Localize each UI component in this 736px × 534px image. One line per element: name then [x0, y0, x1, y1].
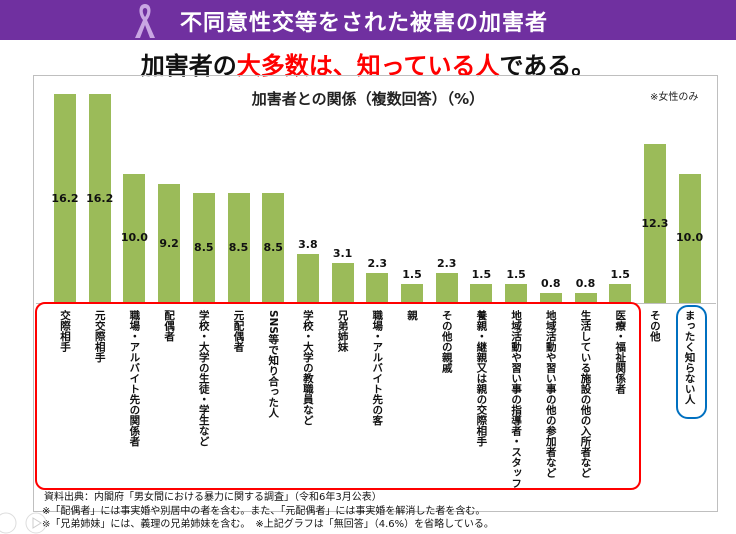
value-label: 1.5	[402, 267, 422, 281]
value-label: 1.5	[610, 267, 630, 281]
category-label: 医療・福祉関係者	[614, 310, 627, 394]
value-label: 10.0	[120, 231, 148, 245]
category-label: SNS等で知り合った人	[267, 310, 280, 418]
bar	[539, 292, 562, 303]
category-label: 地域活動や習い事の他の参加者など	[544, 310, 557, 478]
category-label: 地域活動や習い事の指導者・スタッフ	[510, 310, 523, 489]
category-label: その他の親戚	[440, 310, 453, 373]
chart-note: ※女性のみ	[650, 92, 699, 103]
bar	[88, 94, 111, 303]
bar	[643, 144, 666, 303]
footnote-1: ※「配偶者」には事実婚や別居中の者を含む。また、「元配偶者」には事実婚を解消した…	[42, 505, 486, 517]
strangers-highlight-box	[676, 305, 707, 419]
bar	[54, 94, 76, 303]
source-text: 資料出典：内閣府「男女間における暴力に関する調査」（令和6年3月公表）	[44, 492, 382, 503]
value-label: 8.5	[194, 241, 214, 255]
bar	[331, 263, 354, 303]
category-label: 生活している施設の他の入所者など	[579, 310, 592, 478]
bar	[609, 283, 632, 303]
bar	[262, 193, 285, 303]
bar	[296, 253, 319, 303]
bar	[366, 273, 389, 303]
bar	[470, 283, 493, 303]
bar	[574, 292, 597, 303]
category-label: 親	[406, 310, 418, 321]
bar	[192, 193, 215, 303]
value-label: 10.0	[676, 231, 704, 245]
category-label: 元配偶者	[232, 310, 245, 352]
bar	[678, 173, 701, 303]
value-label: 1.5	[506, 267, 526, 281]
play-icon[interactable]	[0, 512, 52, 534]
category-label: 兄弟姉妹	[336, 310, 349, 352]
bar	[227, 193, 250, 303]
value-label: 16.2	[51, 191, 79, 205]
category-label: 配偶者	[163, 310, 176, 342]
known-persons-highlight-box	[35, 302, 641, 490]
category-label: 職場・アルバイト先の客	[371, 310, 384, 426]
category-label: その他	[648, 310, 661, 342]
footer-notes: 資料出典：内閣府「男女間における暴力に関する調査」（令和6年3月公表） ※「配偶…	[42, 491, 494, 532]
footnote-2: ※「兄弟姉妹」には、義理の兄弟姉妹を含む。 ※上記グラフは「無回答」（4.6%）…	[42, 519, 494, 530]
category-label: 養親・継親又は親の交際相手	[475, 310, 488, 447]
value-label: 12.3	[641, 216, 669, 230]
category-label: 交際相手	[59, 310, 71, 352]
page-title: 不同意性交等をされた被害の加害者	[180, 11, 549, 36]
chart-title: 加害者との関係（複数回答）（%）	[251, 90, 485, 108]
value-label: 3.8	[298, 237, 318, 251]
chart-frame	[33, 75, 718, 512]
purple-ribbon-icon	[135, 4, 155, 38]
value-label: 2.3	[436, 257, 457, 271]
value-label: 16.2	[86, 191, 114, 205]
category-label: 職場・アルバイト先の関係者	[128, 310, 141, 447]
bar	[158, 184, 181, 303]
category-label: 学校・大学の生徒・学生など	[197, 310, 210, 447]
value-label: 0.8	[541, 276, 561, 290]
value-label: 8.5	[263, 241, 283, 255]
category-label: 元交際相手	[93, 310, 106, 363]
value-label: 8.5	[228, 241, 249, 255]
value-label: 9.2	[159, 236, 179, 250]
bar	[401, 283, 423, 303]
value-label: 1.5	[471, 267, 492, 281]
category-label: まったく知らない人	[683, 310, 696, 405]
bar	[435, 273, 458, 303]
bar	[123, 173, 146, 303]
category-label: 学校・大学の教職員など	[301, 310, 314, 426]
value-label: 2.3	[367, 257, 388, 271]
value-label: 3.1	[332, 247, 353, 260]
header-bar: 不同意性交等をされた被害の加害者	[0, 0, 736, 40]
bar	[505, 283, 528, 303]
value-label: 0.8	[575, 276, 596, 290]
